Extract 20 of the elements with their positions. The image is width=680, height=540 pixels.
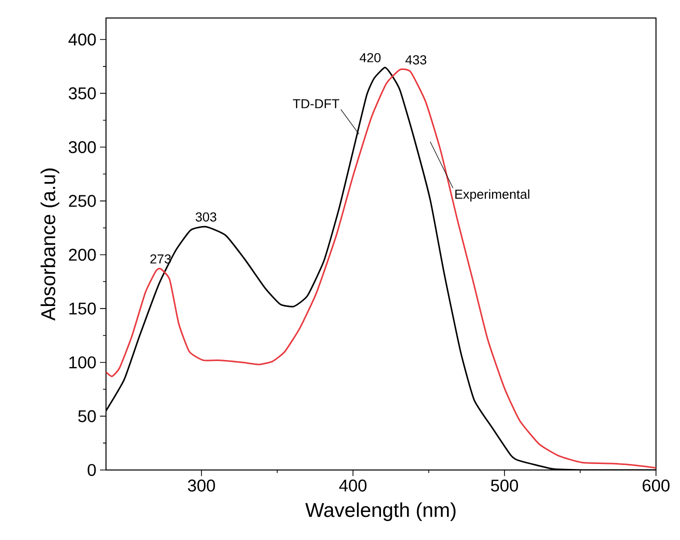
annotation: 303 <box>196 212 216 222</box>
series-label: TD-DFT <box>292 99 340 108</box>
y-tick-label: 250 <box>68 194 96 207</box>
y-tick-label: 150 <box>69 302 96 315</box>
series-label: Experimental <box>455 189 530 202</box>
y-tick-label: 100 <box>69 356 96 368</box>
y-tick-label: 400 <box>68 33 96 46</box>
y-tick-label: 300 <box>68 141 96 154</box>
x-tick-label: 300 <box>188 480 215 492</box>
annotation: 433 <box>405 55 426 64</box>
y-tick-label: 0 <box>88 464 96 476</box>
x-tick-label: 500 <box>490 480 518 492</box>
y-tick-label: 50 <box>78 410 96 422</box>
x-tick-label: 600 <box>642 480 670 492</box>
annotation: 420 <box>360 53 381 62</box>
y-axis-title: Absorbance (a.u) <box>40 168 60 321</box>
x-tick-label: 400 <box>339 480 366 492</box>
x-axis-title: Wavelength (nm) <box>305 502 456 522</box>
y-tick-label: 350 <box>68 87 96 100</box>
y-tick-label: 200 <box>68 248 96 261</box>
